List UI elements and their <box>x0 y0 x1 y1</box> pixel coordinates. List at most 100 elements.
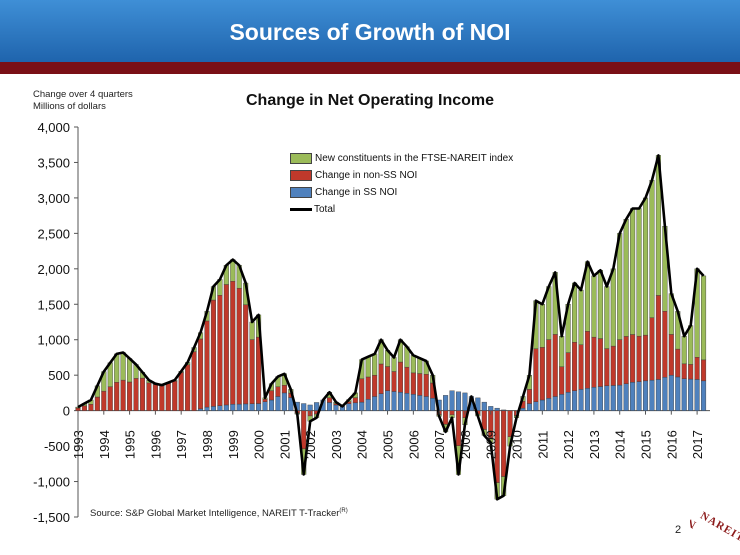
legend-item-new-constituents: New constituents in the FTSE-NAREIT inde… <box>290 150 513 167</box>
bar-ss <box>597 386 603 411</box>
x-tick-label: 2015 <box>639 430 654 459</box>
bar-ss <box>372 396 378 411</box>
bar-ss <box>584 388 590 411</box>
y-axis-units: Change over 4 quarters Millions of dolla… <box>33 89 133 113</box>
bar-non-ss <box>636 335 642 382</box>
x-tick-label: 2009 <box>484 430 499 459</box>
bar-ss <box>546 398 552 411</box>
legend-item-ss: Change in SS NOI <box>290 184 513 201</box>
bar-non-ss <box>81 405 87 411</box>
y-tick-label: 3,000 <box>37 191 70 206</box>
bar-non-ss <box>281 385 287 394</box>
x-tick-label: 2001 <box>277 430 292 459</box>
bar-ss <box>417 395 423 411</box>
bar-non-ss <box>223 284 229 406</box>
bar-ss <box>610 385 616 411</box>
x-tick-label: 2014 <box>613 430 628 459</box>
bar-new <box>636 208 642 337</box>
bar-non-ss <box>75 407 81 411</box>
bar-non-ss <box>101 390 107 411</box>
bar-non-ss <box>649 317 655 381</box>
x-tick-label: 2010 <box>510 430 525 459</box>
y-tick-label: 1,000 <box>37 333 70 348</box>
bar-new <box>249 321 255 340</box>
bar-non-ss <box>204 320 210 408</box>
bar-ss <box>352 402 358 411</box>
bar-non-ss <box>159 385 165 411</box>
bar-ss <box>307 404 313 411</box>
y-tick-label: 2,500 <box>37 226 70 241</box>
y-tick-label: 2,000 <box>37 262 70 277</box>
bar-non-ss <box>694 357 700 380</box>
bar-non-ss <box>546 339 552 399</box>
bar-ss <box>236 403 242 411</box>
bar-non-ss <box>630 334 636 383</box>
bar-ss <box>578 389 584 411</box>
x-tick-label: 1994 <box>97 430 112 459</box>
x-tick-label: 1999 <box>226 430 241 459</box>
bar-ss <box>559 394 565 411</box>
bar-non-ss <box>449 410 455 416</box>
legend-label: Change in SS NOI <box>315 187 398 198</box>
bar-non-ss <box>249 339 255 404</box>
bar-ss <box>385 390 391 411</box>
x-tick-label: 2008 <box>458 430 473 459</box>
bar-ss <box>314 402 320 411</box>
bar-ss <box>552 396 558 411</box>
bar-non-ss <box>88 404 94 411</box>
bar-non-ss <box>623 336 629 384</box>
bar-non-ss <box>378 363 384 394</box>
bar-non-ss <box>681 363 687 379</box>
bar-non-ss <box>584 331 590 389</box>
bar-ss <box>275 396 281 411</box>
x-tick-label: 2017 <box>690 430 705 459</box>
svg-text:NAREIT: NAREIT <box>698 510 740 545</box>
bar-new <box>688 325 694 365</box>
bar-non-ss <box>198 338 204 410</box>
bar-ss <box>243 403 249 411</box>
bar-non-ss <box>139 377 146 411</box>
legend-swatch-blue <box>290 187 312 198</box>
bar-ss <box>449 390 455 411</box>
svg-text:NAREIT: NAREIT <box>690 507 698 531</box>
total-line <box>77 154 705 501</box>
legend-label: Change in non-SS NOI <box>315 170 418 181</box>
x-tick-label: 1998 <box>200 430 215 459</box>
bar-new <box>120 352 126 381</box>
bar-new <box>630 208 636 335</box>
x-tick-label: 2011 <box>535 431 550 459</box>
bar-non-ss <box>597 338 603 387</box>
bar-non-ss <box>146 382 152 411</box>
x-tick-label: 2016 <box>664 430 679 459</box>
bar-ss <box>198 408 204 411</box>
bar-non-ss <box>230 281 236 405</box>
bar-ss <box>217 405 223 411</box>
page-number: 2 <box>675 524 682 536</box>
bar-non-ss <box>191 351 197 411</box>
bar-ss <box>688 378 694 411</box>
bar-non-ss <box>275 386 281 397</box>
bar-new <box>230 259 236 282</box>
bar-non-ss <box>423 374 429 397</box>
y-tick-label: 3,500 <box>37 155 70 170</box>
bar-non-ss <box>397 361 403 393</box>
bar-non-ss <box>443 410 449 425</box>
bar-ss <box>565 392 571 411</box>
bar-ss <box>430 398 436 411</box>
bar-new <box>623 218 629 337</box>
bar-new <box>410 355 416 374</box>
x-tick-label: 2003 <box>329 430 344 459</box>
bar-non-ss <box>572 342 578 391</box>
bar-ss <box>494 407 500 411</box>
bar-new <box>649 179 655 318</box>
bar-non-ss <box>391 371 397 392</box>
bar-non-ss <box>565 352 571 393</box>
bar-ss <box>223 404 229 411</box>
units-line-1: Change over 4 quarters <box>33 89 133 100</box>
bar-non-ss <box>359 378 365 403</box>
bar-non-ss <box>185 364 191 411</box>
bar-non-ss <box>352 397 358 404</box>
bar-ss <box>701 380 707 411</box>
bar-ss <box>488 406 494 411</box>
